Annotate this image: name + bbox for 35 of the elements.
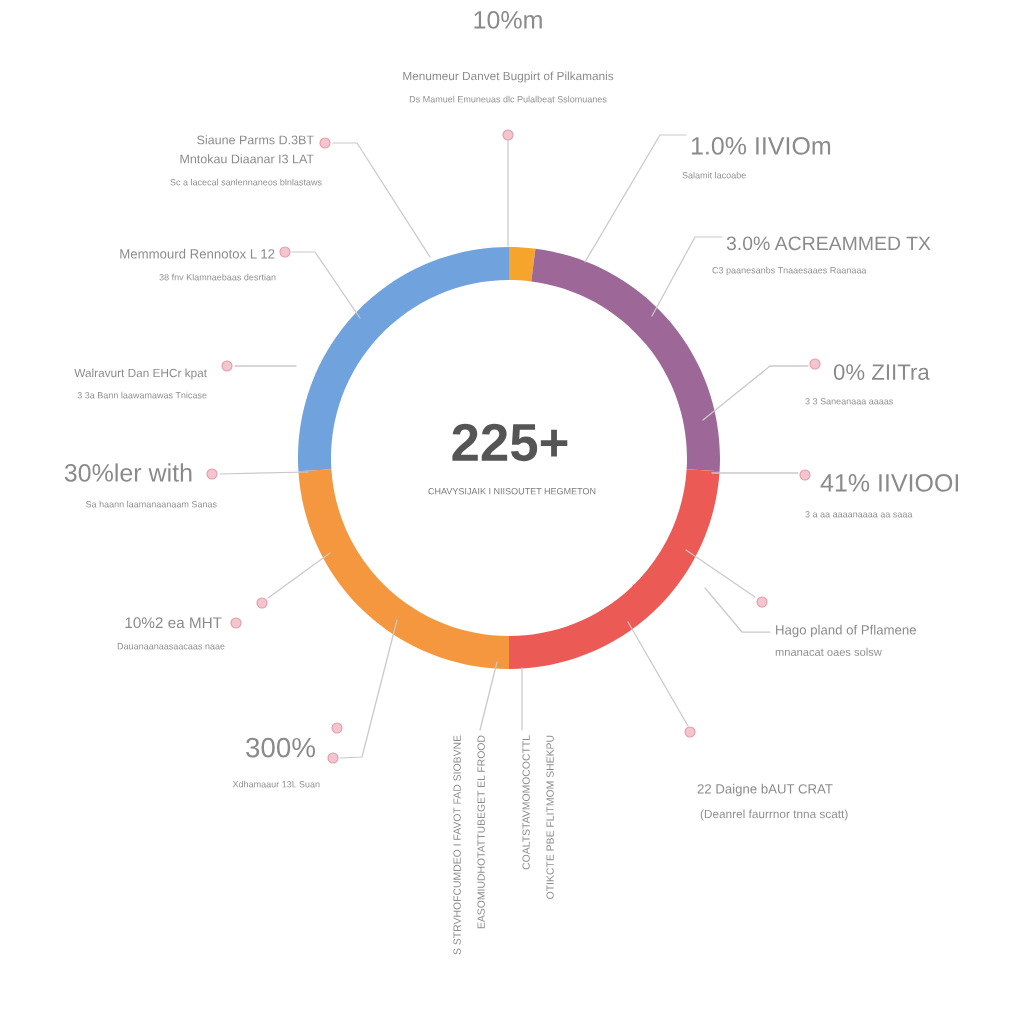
text: C3 paanesanbs Tnaaesaaes Raanaaa [712,266,867,276]
text: 3.0% ACREAMMED TX [726,236,931,251]
text: CHAVYSIJAIK I NIISOUTET HEGMETON [428,488,596,495]
text: Sa haann laamanaanaam Sanas [85,500,217,508]
text: 41% IIVIOOI [820,474,959,492]
text: Siaune Parms D.3BT [197,135,314,145]
text: 22 Daigne bAUT CRAT [697,783,833,797]
text: Walravurt Dan EHCr kpat [74,368,207,380]
text: Memmourd Rennotox L 12 [120,248,275,259]
text: EASOMIUDHOTATTUBEGET EL FROOD [477,735,485,929]
text: (Deanrel faurrnor tnna scatt) [700,809,848,821]
text: Salamit lacoabe [682,171,746,179]
text: Mntokau Diaanar I3 LAT [180,154,314,164]
text: 3 a aa aaaanaaaa aa saaa [805,511,913,518]
text: 1.0% IIVIOm [691,137,831,155]
text: mnanacat oaes solsw [775,647,882,656]
text: 10%2 ea MHT [125,617,222,629]
text: Menumeur Danvet Bugpirt of Pilkamanis [403,71,614,83]
text: COALTSTAVMOMOCOCTTL [522,735,530,870]
text: Sc a lacecal sanlennaneos blnlastaws [170,178,322,186]
text: Xdhamaaur 13L Suan [232,780,320,788]
text: Dauanaanaasaacaas naae [117,643,225,650]
text: 300% [246,737,316,758]
text: Hago pland of Pflamene [776,624,916,638]
text: 10%m [474,11,542,29]
text: S STRVHOFCUMDEO I FAVOT FAD SIOBVNE [453,735,461,955]
text: 38 fnv Klamnaebaas desrtian [159,273,276,281]
text: Ds Mamuel Emuneuas dlc Pulalbeat Sslomuanes [409,95,607,103]
donut-slice [509,247,536,282]
text: 225+ [452,423,568,462]
text: 3 3a Bann laawamawas Tnicase [77,391,207,399]
text: OTIKCTE PBE FLITMOM SHEKPU [546,735,554,899]
text: 0% ZIITra [833,364,930,380]
text: 3 3 Saneanaaa aaaas [805,398,894,405]
text: 30%ler with [64,463,192,482]
